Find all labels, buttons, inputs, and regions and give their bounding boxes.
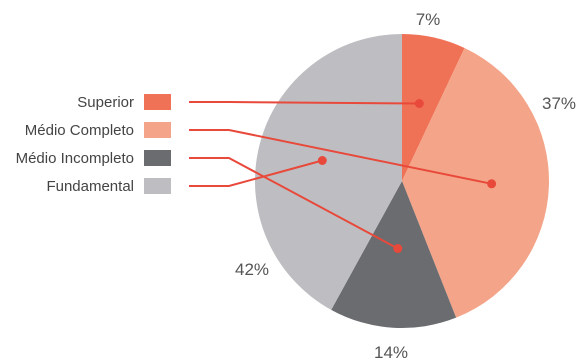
leader-dot-medio-incompleto (393, 244, 403, 253)
legend: Superior Médio Completo Médio Incompleto Fu… (16, 94, 171, 195)
percent-label-superior: 7% (416, 10, 441, 29)
leader-line-fundamental (189, 159, 323, 187)
leader-dot-superior (414, 99, 424, 108)
leader-line-medio-completo (189, 129, 492, 185)
legend-swatch-medio-completo (144, 122, 171, 138)
percent-labels: 7% 37% 14% 42% (235, 10, 576, 361)
percent-label-fundamental: 42% (235, 260, 269, 279)
legend-swatch-medio-incompleto (144, 150, 171, 166)
legend-label-superior: Superior (77, 94, 134, 111)
leader-line-superior (189, 101, 420, 105)
legend-label-medio-completo: Médio Completo (25, 122, 134, 139)
legend-swatch-superior (144, 94, 171, 110)
leader-lines (189, 99, 497, 253)
legend-label-fundamental: Fundamental (46, 178, 134, 195)
legend-swatch-fundamental (144, 178, 171, 194)
percent-label-medio-completo: 37% (542, 94, 576, 113)
pie-slice-medio-completo (402, 47, 550, 318)
pie-slice-medio-incompleto (331, 181, 457, 329)
leader-dot-medio-completo (487, 179, 497, 189)
pie-slices (254, 34, 550, 329)
percent-label-medio-incompleto: 14% (374, 343, 408, 361)
pie-slice-superior (402, 34, 465, 181)
legend-label-medio-incompleto: Médio Incompleto (16, 150, 134, 167)
leader-line-medio-incompleto (189, 157, 399, 250)
leader-dot-fundamental (317, 156, 327, 165)
